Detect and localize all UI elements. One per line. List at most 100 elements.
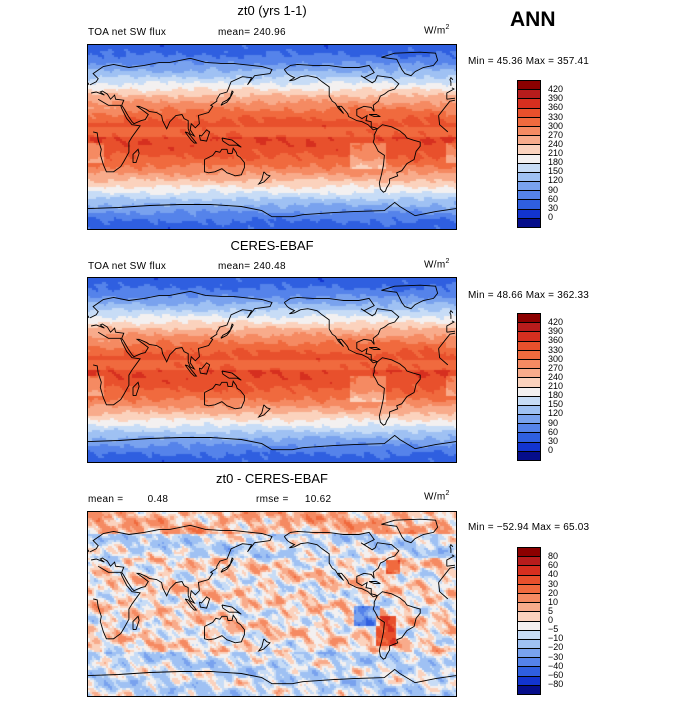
colorbar-swatch bbox=[518, 612, 540, 622]
colorbar-tick-label: 60 bbox=[548, 193, 559, 204]
panel-3-map bbox=[87, 511, 457, 697]
coastline bbox=[438, 348, 449, 366]
panel-2-units-base: W/m bbox=[424, 259, 446, 271]
colorbar-swatch bbox=[518, 639, 540, 650]
colorbar-swatch bbox=[518, 442, 540, 452]
colorbar-swatch bbox=[518, 658, 540, 668]
panel-2-units-exp: 2 bbox=[445, 258, 450, 265]
coastline bbox=[372, 124, 421, 193]
panel-1-mean-value: 240.96 bbox=[253, 27, 286, 38]
colorbar-swatch bbox=[518, 451, 540, 460]
colorbar-tick-label: 30 bbox=[548, 202, 559, 213]
panel-2-mean-label: mean= bbox=[218, 261, 251, 272]
colorbar-swatch bbox=[518, 323, 540, 333]
colorbar-tick-label: 330 bbox=[548, 344, 564, 355]
coastline bbox=[220, 90, 234, 106]
colorbar-tick-label: 420 bbox=[548, 84, 564, 95]
panel-2-map bbox=[87, 277, 457, 463]
panel-1-map bbox=[87, 44, 457, 230]
coastline bbox=[198, 362, 211, 375]
coastline bbox=[220, 557, 234, 573]
coastline bbox=[198, 129, 211, 142]
colorbar-tick-label: −20 bbox=[548, 642, 564, 653]
colorbar-tick-label: −30 bbox=[548, 651, 564, 662]
colorbar-swatch bbox=[518, 566, 540, 576]
coastline bbox=[89, 57, 273, 138]
panel-3-mean-label: mean = bbox=[88, 494, 124, 505]
colorbar-swatch bbox=[518, 81, 540, 91]
colorbar-swatch bbox=[518, 154, 540, 164]
coastline bbox=[449, 543, 454, 553]
panel-3-colorbar-labels: 80 60 40 30 20 10 5 0 −5 −10 −20 −30 −40 −60 −80 bbox=[548, 547, 588, 693]
panel-3-coastlines bbox=[88, 518, 456, 685]
colorbar-tick-label: 300 bbox=[548, 353, 564, 364]
coastline bbox=[449, 76, 454, 86]
panel-3-units-base: W/m bbox=[424, 491, 446, 503]
colorbar-tick-label: 240 bbox=[548, 138, 564, 149]
coastline bbox=[204, 614, 245, 644]
coastline bbox=[88, 315, 90, 319]
panel-1-mean-label: mean= bbox=[218, 27, 251, 38]
colorbar-swatch bbox=[518, 218, 540, 227]
panel-1-colorbar-labels: 420 390 360 330 300 270 240 210 180 150 120 90 60 30 0 bbox=[548, 80, 588, 226]
coastline bbox=[221, 137, 242, 148]
colorbar-tick-label: 270 bbox=[548, 129, 564, 140]
colorbar-tick-label: −60 bbox=[548, 669, 564, 680]
colorbar-swatch bbox=[518, 359, 540, 370]
coastline bbox=[132, 381, 140, 397]
colorbar-tick-label: 20 bbox=[548, 587, 559, 598]
coastline bbox=[446, 320, 455, 333]
colorbar-swatch bbox=[518, 415, 540, 425]
panel-3-mean-value: 0.48 bbox=[147, 494, 169, 505]
coastline bbox=[283, 530, 400, 598]
colorbar-tick-label: 210 bbox=[548, 381, 564, 391]
coastline bbox=[381, 518, 439, 544]
coastline bbox=[184, 364, 198, 377]
coastline bbox=[204, 380, 245, 410]
panel-2-variable-label: TOA net SW flux bbox=[88, 261, 167, 272]
coastline bbox=[446, 554, 455, 567]
panel-2-colorbar bbox=[517, 313, 541, 461]
colorbar-tick-label: 10 bbox=[548, 596, 559, 607]
colorbar-swatch bbox=[518, 396, 540, 406]
colorbar-tick-label: 120 bbox=[548, 175, 564, 186]
colorbar-tick-label: 90 bbox=[548, 184, 559, 195]
colorbar-tick-label: 390 bbox=[548, 326, 564, 337]
colorbar-swatch bbox=[518, 126, 540, 137]
panel-2-coastlines bbox=[88, 284, 456, 451]
colorbar-tick-label: 60 bbox=[548, 426, 559, 437]
panel-1-coastlines bbox=[88, 51, 456, 218]
coastline bbox=[257, 638, 271, 653]
coastline bbox=[89, 290, 273, 371]
panel-2-colorbar-labels: 420 390 360 330 300 270 240 210 180 150 120 90 60 30 0 bbox=[548, 313, 588, 459]
coastline bbox=[446, 87, 455, 100]
coastline bbox=[89, 524, 273, 605]
colorbar-tick-label: 30 bbox=[548, 578, 559, 589]
colorbar-tick-label: 270 bbox=[548, 362, 564, 373]
colorbar-tick-label: 150 bbox=[548, 399, 564, 410]
colorbar-tick-label: 330 bbox=[548, 111, 564, 122]
colorbar-tick-label: −5 bbox=[548, 624, 559, 635]
coastline bbox=[92, 98, 141, 173]
coastline bbox=[446, 97, 456, 100]
panel-3-units-exp: 2 bbox=[445, 490, 450, 497]
colorbar-swatch bbox=[518, 90, 540, 100]
colorbar-swatch bbox=[518, 136, 540, 146]
colorbar-tick-label: 40 bbox=[548, 569, 559, 580]
coastline bbox=[381, 284, 439, 310]
coastline bbox=[368, 347, 381, 351]
colorbar-tick-label: 180 bbox=[548, 157, 564, 168]
colorbar-tick-label: 420 bbox=[548, 317, 564, 328]
colorbar-swatch bbox=[518, 117, 540, 127]
colorbar-tick-label: 0 bbox=[548, 615, 554, 625]
colorbar-tick-label: 180 bbox=[548, 390, 564, 401]
coastline bbox=[88, 549, 90, 553]
colorbar-tick-label: 0 bbox=[548, 211, 554, 222]
panel-3-rmse: rmse = 10.62 bbox=[256, 494, 331, 505]
colorbar-swatch bbox=[518, 350, 540, 360]
panel-3-units: W/m2 bbox=[424, 490, 450, 502]
colorbar-tick-label: 80 bbox=[548, 551, 559, 562]
colorbar-swatch bbox=[518, 314, 540, 324]
colorbar-swatch bbox=[518, 548, 540, 558]
panel-2-min-max: Min = 48.66 Max = 362.33 bbox=[468, 290, 589, 301]
